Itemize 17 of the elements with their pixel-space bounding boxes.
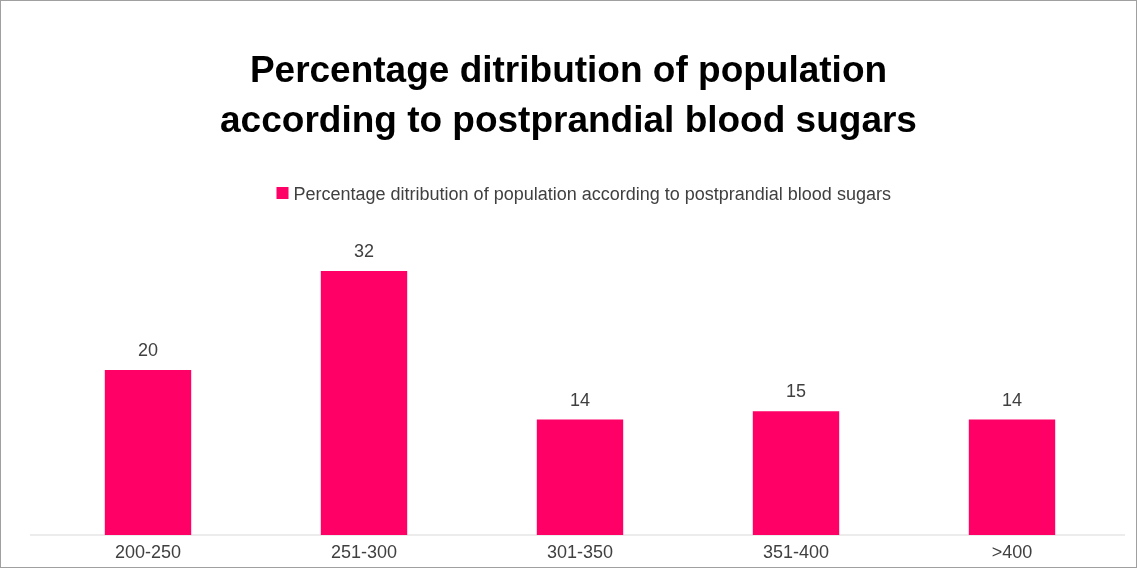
bar (104, 370, 192, 535)
bar (752, 411, 840, 535)
bar (968, 419, 1056, 535)
bar (536, 419, 624, 535)
x-tick-label: 301-350 (546, 542, 614, 562)
legend-label: Percentage ditribution of population according to postprandial blood sugars (293, 184, 891, 204)
x-tick-label: 351-400 (762, 542, 830, 562)
bar (320, 271, 408, 535)
data-label: 15 (785, 381, 807, 402)
data-label: 20 (137, 340, 159, 360)
data-label: 14 (569, 389, 591, 410)
x-tick-label: 200-250 (114, 542, 182, 562)
x-tick-label: >400 (991, 542, 1033, 562)
data-label: 14 (1001, 389, 1023, 410)
x-tick-label: 251-300 (330, 542, 398, 562)
data-label: 32 (353, 241, 375, 261)
chart-title: Percentage ditribution of population according to postprandial blood sugars (220, 49, 917, 140)
